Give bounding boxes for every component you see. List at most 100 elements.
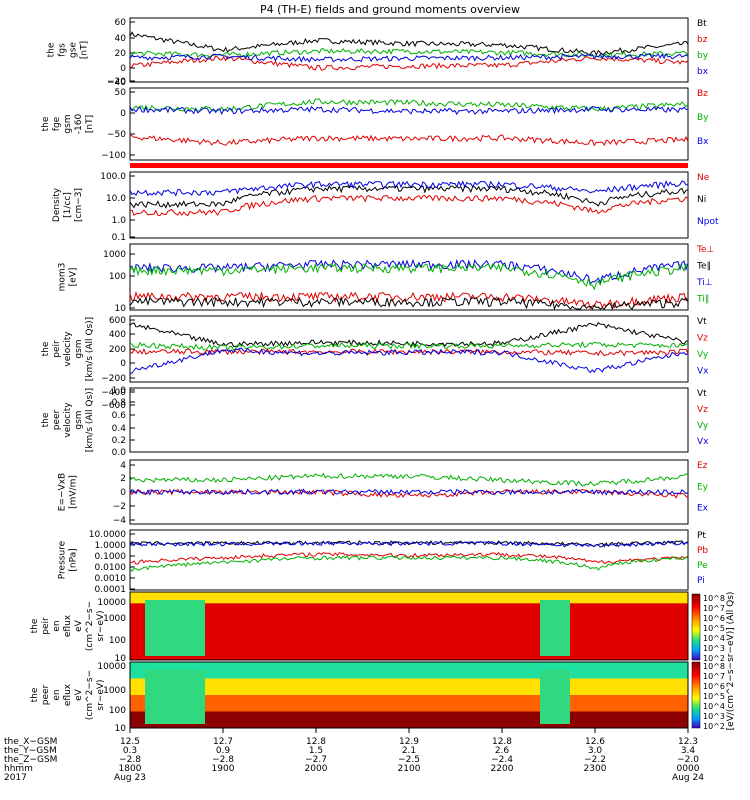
ytick-label: 0 xyxy=(120,359,126,369)
time-axis-cell: 12.3 xyxy=(678,737,698,747)
series-Pe xyxy=(129,555,689,573)
series-Npot xyxy=(129,180,689,197)
panel-ylabel: (cm^2−s− xyxy=(85,601,95,651)
colorbar-bottom xyxy=(691,661,701,729)
panel-3: Density [1/cc] [cm−3] 100.0 10.0 1.0 0.1 Ne Ni Np… xyxy=(52,171,719,243)
colorbar-tick: 10^6 xyxy=(703,682,725,691)
spectrogram-cell xyxy=(130,717,688,723)
legend-Ne: Ne xyxy=(697,173,710,183)
ytick-label: −2 xyxy=(113,502,126,512)
legend-Npot: Npot xyxy=(697,217,719,227)
time-axis: the_X−GSMthe_Y−GSMthe_Z−GSMhhmm201712.50… xyxy=(4,728,704,783)
legend-Te⊥: Te⊥ xyxy=(696,245,715,255)
spectrogram-cell xyxy=(130,706,688,712)
series-Ti⊥ xyxy=(129,258,689,286)
spectrogram-cell xyxy=(130,678,688,685)
panel-ylabel: [eV] xyxy=(69,268,79,287)
panel-ylabel: E=−VxB xyxy=(58,473,68,511)
time-axis-cell: 12.8 xyxy=(492,737,512,747)
panel-ylabel: gsm xyxy=(74,339,84,358)
spectrogram-cell xyxy=(130,689,688,696)
panel-9: the peir en eflux eV (cm^2−s− sr−eV) 10000 1000 1… xyxy=(30,591,689,664)
spectrogram-cell xyxy=(130,643,688,650)
ytick-label: 1.0 xyxy=(112,386,127,396)
ytick-label: 2 xyxy=(120,474,126,484)
legend-Pb: Pb xyxy=(697,546,708,556)
ytick-label: 10 xyxy=(115,654,127,664)
time-axis-cell: 12.6 xyxy=(585,737,605,747)
time-axis-cell: 0.9 xyxy=(216,746,231,756)
time-axis-cell: 1900 xyxy=(212,764,235,774)
colorbar-tick: 10^3 xyxy=(703,712,725,721)
panel-ylabel: (cm^2−s− xyxy=(85,670,95,720)
spectrogram-cell xyxy=(130,667,688,674)
legend-Vy: Vy xyxy=(697,350,709,360)
panel-6: the peer velocity gsm [km/s (All Qs)] 1.0 0.8 0… xyxy=(41,386,709,458)
ytick-label: 10.0000 xyxy=(89,530,126,540)
panel-frame xyxy=(129,529,689,591)
spectrogram-cell xyxy=(130,603,688,610)
ytick-label: −50 xyxy=(107,130,126,140)
ytick-label: 10.0 xyxy=(106,194,126,204)
legend-Ex: Ex xyxy=(697,504,709,514)
panel-ylabel: fgs xyxy=(58,43,68,57)
panel-ylabel: velocity xyxy=(63,402,73,438)
legend-Vz: Vz xyxy=(697,334,708,344)
colorbar-tick: 10^4 xyxy=(703,634,725,643)
colorbar-group: 10^810^710^610^510^410^310^210^810^710^6… xyxy=(691,592,736,731)
time-axis-cell: −2.7 xyxy=(305,755,327,765)
series-Ne xyxy=(129,194,689,217)
panel-ylabel: eV xyxy=(74,619,84,632)
ytick-label: 600 xyxy=(109,316,126,326)
series-Vx xyxy=(129,347,689,374)
colorbar-tick: 10^7 xyxy=(703,604,725,613)
ytick-label: 60 xyxy=(115,18,127,28)
legend-Pt: Pt xyxy=(697,531,706,541)
legend-Bx: Bx xyxy=(697,137,709,147)
time-axis-cell: 12.8 xyxy=(306,737,326,747)
colorbar-tick: 10^5 xyxy=(703,624,725,633)
time-axis-row-label: the_X−GSM xyxy=(4,737,57,747)
colorbar-tick: 10^6 xyxy=(703,614,725,623)
legend-bz: bz xyxy=(697,35,708,45)
ytick-label: 100.0 xyxy=(100,172,126,182)
time-axis-row-label: the_Z−GSM xyxy=(4,755,57,765)
spectrogram-cell xyxy=(130,695,688,701)
panel-ylabel: [1/cc] xyxy=(63,192,73,218)
panel-8: Pressure [nPa]10.00001.00000.10000.01000.… xyxy=(58,529,708,595)
colorbar-tick: 10^2 xyxy=(703,722,725,731)
series-Bz xyxy=(129,133,689,147)
panel-ylabel: gsm xyxy=(63,114,73,133)
panel-ylabel: eflux xyxy=(63,683,73,706)
ytick-label: 0.6 xyxy=(112,411,127,421)
time-axis-row-label: the_Y−GSM xyxy=(4,746,57,756)
colorbar-tick: 10^2 xyxy=(703,654,725,663)
time-axis-cell: −2.5 xyxy=(398,755,420,765)
ytick-label: 1000 xyxy=(103,686,126,696)
series-Bt xyxy=(129,31,689,56)
time-axis-cell: 3.4 xyxy=(681,746,696,756)
ytick-label: 0.0001 xyxy=(95,585,127,595)
panel-ylabel: [cm−3] xyxy=(74,188,84,222)
ytick-label: −20 xyxy=(107,77,126,87)
spectrogram-cell xyxy=(130,648,688,655)
series-Ni xyxy=(129,184,689,209)
time-axis-cell: 0000 xyxy=(677,764,700,774)
time-axis-row-label: 2017 xyxy=(4,773,27,783)
time-axis-cell: 2.1 xyxy=(402,746,416,756)
panel-ylabel: [nPa] xyxy=(69,548,79,571)
panel-frame xyxy=(129,17,689,83)
ytick-label: 0 xyxy=(120,64,126,74)
panel-ylabel: -160 xyxy=(74,114,84,135)
spectrogram-cell xyxy=(130,592,688,599)
time-axis-cell: 0.3 xyxy=(123,746,137,756)
panel-ylabel: gsm xyxy=(74,410,84,429)
time-axis-cell: Aug 24 xyxy=(672,773,704,783)
ytick-label: −400 xyxy=(101,388,126,398)
legend-Ni: Ni xyxy=(697,195,706,205)
legend-Vz: Vz xyxy=(697,405,708,415)
series-Ex xyxy=(129,488,689,496)
ytick-label: 10 xyxy=(115,724,127,734)
panel-4: mom3 [eV] 1000 100 10 Te⊥ Te∥ Ti⊥ Ti∥ xyxy=(58,243,715,314)
ytick-label: 0.8 xyxy=(112,398,127,408)
